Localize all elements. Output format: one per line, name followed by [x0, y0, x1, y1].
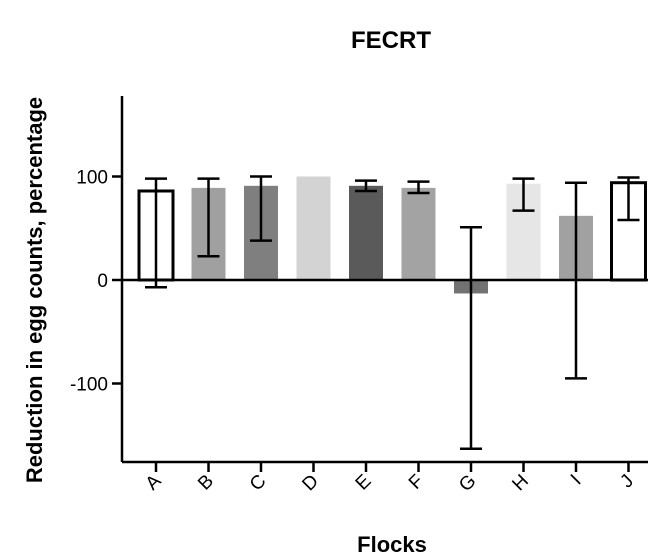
x-tick-label-e: E [352, 471, 376, 495]
y-tick-label: -100 [70, 375, 108, 396]
bar-d [296, 176, 331, 280]
bar-e [349, 185, 383, 280]
x-tick-label-f: F [405, 471, 428, 494]
x-ticks-group: A B C D E F G H I J [142, 462, 638, 496]
x-tick-label-a: A [142, 470, 166, 494]
x-tick-label-j: J [616, 471, 638, 493]
y-ticks-group: -100 0 100 [70, 168, 122, 396]
y-tick-label: 0 [97, 271, 108, 292]
bars-group [137, 176, 647, 294]
chart-title: FECRT [351, 27, 431, 54]
x-tick-label-c: C [246, 471, 271, 496]
x-tick-label-g: G [455, 471, 480, 496]
x-tick-label-d: D [298, 471, 323, 496]
bar-f [401, 187, 436, 280]
y-tick-label: 100 [76, 168, 108, 189]
error-bars-group [145, 175, 640, 450]
x-axis-label: Flocks [357, 532, 427, 557]
y-axis-label: Reduction in egg counts, percentage [22, 97, 47, 483]
x-tick-label-b: B [194, 471, 218, 495]
x-tick-label-h: H [508, 471, 533, 496]
x-tick-label-i: I [567, 471, 586, 490]
